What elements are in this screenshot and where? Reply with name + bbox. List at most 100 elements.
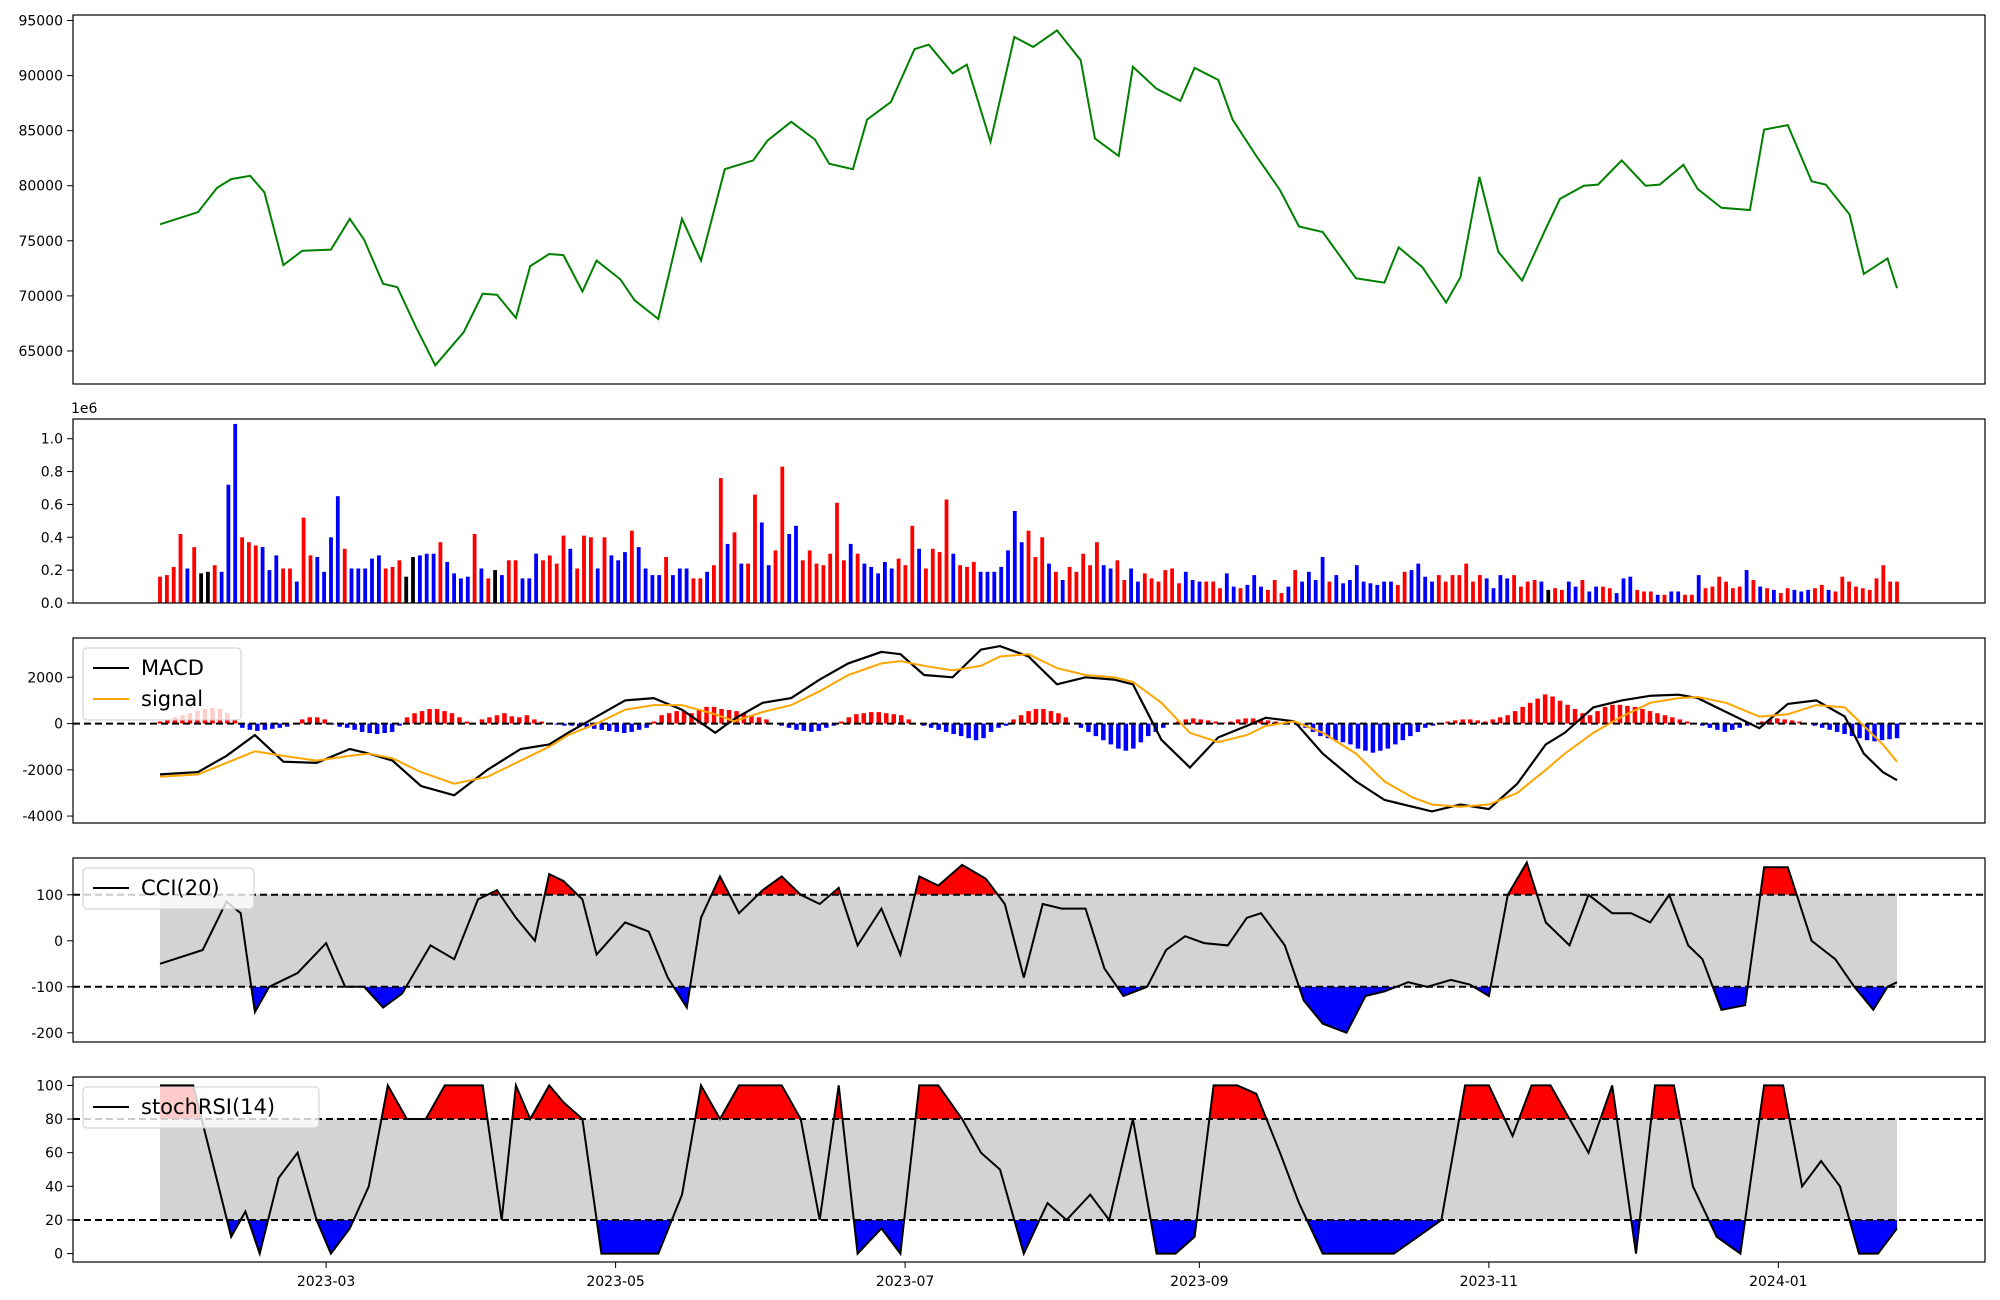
macd-histogram-bar [988,723,994,732]
macd-histogram-bar [1123,723,1129,751]
y-tick-label: 60 [45,1146,63,1162]
volume-bar [493,570,497,603]
macd-histogram-bar [696,709,702,724]
volume-bar [1560,589,1564,603]
volume-bar [1348,580,1352,603]
macd-histogram-bar [921,723,926,726]
volume-bar [1874,578,1879,603]
volume-bar [527,578,532,603]
macd-histogram-bar [1101,723,1106,741]
x-axis: 2023-03 2023-05 2023-07 2023-09 2023-11 2024-… [297,1262,1808,1290]
legend-label: stochRSI(14) [141,1095,275,1119]
volume-bar [753,494,757,603]
volume-bar [725,543,730,603]
macd-histogram-bar [1423,723,1428,728]
macd-histogram-bar [1834,723,1840,732]
macd-histogram-bar [1018,715,1024,724]
macd-histogram-bar [1078,723,1084,728]
volume-bar [1778,593,1783,603]
macd-histogram-bar [1812,723,1817,726]
volume-bar [1238,588,1243,603]
macd-histogram-bar [419,711,425,724]
volume-bar [1382,581,1386,603]
volume-bar [178,534,183,603]
macd-histogram-bar [449,713,455,724]
volume-bar [924,568,928,603]
volume-bar [1067,566,1072,603]
macd-histogram-bar [1775,718,1780,724]
volume-bar [1457,575,1462,603]
volume-bar [1484,578,1489,603]
macd-histogram-bar [1565,704,1570,724]
macd-histogram-bar [1535,698,1540,724]
macd-histogram-bar [966,723,971,739]
macd-histogram-bar [584,723,589,728]
volume-bar [814,563,819,603]
volume-bar [281,568,285,603]
macd-histogram-bar [1468,719,1473,724]
volume-bar [1402,571,1407,603]
volume-bar [630,530,634,603]
volume-bar [192,547,197,603]
volume-bar [1792,589,1797,603]
macd-histogram-bar [1228,721,1233,724]
volume-bar [1601,586,1605,603]
macd-histogram-bar [397,723,402,726]
y-tick-label: -100 [31,980,63,996]
volume-bar [773,550,778,603]
y-tick-label: 0.6 [41,497,63,513]
macd-histogram-bar [509,716,515,724]
volume-bar [896,558,901,603]
macd-histogram-bar [1827,723,1832,730]
volume-bar [1594,586,1598,603]
macd-histogram-bar [1819,723,1825,728]
volume-bar [452,573,456,603]
volume-bar [335,496,340,603]
macd-histogram-bar [1385,723,1391,749]
macd-histogram-bar [442,711,447,724]
volume-bar [1532,580,1537,603]
volume-bar [999,566,1004,603]
macd-histogram-bar [592,723,597,729]
macd-histogram-bar [651,721,657,724]
macd-histogram-bar [1879,723,1885,741]
volume-bar [424,553,429,603]
volume-bar [206,571,210,603]
macd-histogram-bar [1378,723,1383,751]
macd-histogram-bar [494,715,500,724]
macd-histogram-bar [1138,723,1144,743]
volume-bar [1026,530,1031,603]
axes-frame [72,857,1986,1043]
macd-histogram-bar [1205,720,1211,724]
volume-bar [363,568,368,603]
volume-bar [1149,578,1154,603]
macd-histogram-bar [464,721,470,724]
volume-bar [1088,565,1092,603]
y-tick-label: 1.0 [41,432,63,448]
volume-bar [1341,583,1345,603]
volume-bar [794,525,798,603]
macd-histogram-bar [247,723,253,730]
volume-bar [1245,584,1250,603]
volume-bar [1361,581,1366,603]
volume-bar [1307,571,1311,603]
macd-histogram-bar [1632,706,1638,724]
volume-bar [1136,581,1140,603]
macd-histogram-bar [943,723,949,732]
volume-bar [1423,576,1428,603]
macd-histogram-bar [906,719,911,724]
y-tick-label: 0 [54,717,63,733]
axes-frame [72,418,1986,604]
macd-histogram-bar [1595,711,1600,724]
macd-histogram-bar [1475,720,1480,724]
volume-bar [1279,593,1284,603]
volume-bar [1724,581,1728,603]
volume-bar [472,534,477,603]
volume-bar [1847,581,1851,603]
volume-bar [1389,581,1393,603]
volume-bar [930,548,935,603]
macd-histogram-bar [307,717,312,724]
volume-bar [1573,586,1578,603]
macd-histogram-bar [1647,711,1653,724]
